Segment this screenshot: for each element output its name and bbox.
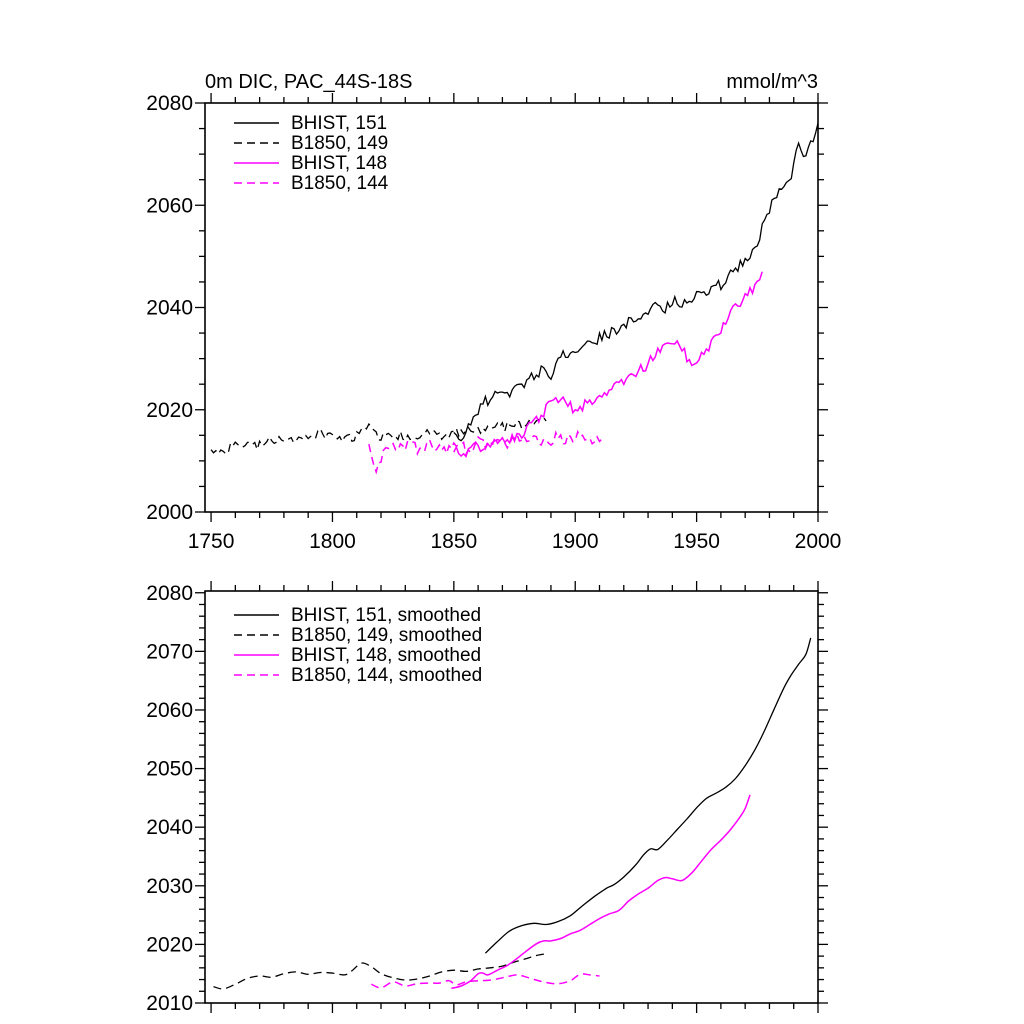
legend-label-3: B1850, 144, smoothed bbox=[291, 665, 482, 686]
series-line-0 bbox=[453, 122, 819, 442]
legend-label-2: BHIST, 148 bbox=[291, 153, 387, 174]
x-tick-label: 1900 bbox=[552, 530, 599, 553]
y-tick-label: 2080 bbox=[146, 582, 193, 605]
x-tick-label: 1850 bbox=[430, 530, 477, 553]
legend-label-0: BHIST, 151, smoothed bbox=[291, 605, 481, 626]
series-line-2 bbox=[451, 794, 751, 990]
series-line-1 bbox=[213, 953, 547, 990]
y-tick-label: 2060 bbox=[146, 699, 193, 722]
y-tick-label: 2040 bbox=[146, 816, 193, 839]
x-tick-label: 1800 bbox=[309, 530, 356, 553]
legend-label-1: B1850, 149, smoothed bbox=[291, 625, 482, 646]
y-tick-label: 2010 bbox=[146, 992, 193, 1015]
plot-frame bbox=[204, 590, 819, 1004]
y-tick-label: 2030 bbox=[146, 875, 193, 898]
y-tick-label: 2070 bbox=[146, 640, 193, 663]
top-chart: 0m DIC, PAC_44S-18S mmol/m^3 1750 1800 185… bbox=[146, 71, 841, 553]
unit-label: mmol/m^3 bbox=[726, 71, 818, 93]
y-tick-label: 2040 bbox=[146, 297, 193, 320]
series-line-3 bbox=[370, 973, 600, 989]
x-tick-label: 1950 bbox=[673, 530, 720, 553]
y-tick-label: 2000 bbox=[146, 501, 193, 524]
series-line-1 bbox=[210, 416, 547, 455]
y-tick-label: 2050 bbox=[146, 758, 193, 781]
y-tick-label: 2020 bbox=[146, 933, 193, 956]
series-line-3 bbox=[368, 429, 605, 475]
legend-label-3: B1850, 144 bbox=[291, 173, 389, 194]
bottom-chart: 2010 2020 2030 2040 2050 2060 2070 2080 BHIST, 1… bbox=[146, 581, 828, 1015]
y-tick-label: 2020 bbox=[146, 399, 193, 422]
x-tick-label: 1750 bbox=[188, 530, 235, 553]
legend-label-0: BHIST, 151 bbox=[291, 113, 387, 134]
legend-label-1: B1850, 149 bbox=[291, 133, 388, 154]
series-line-0 bbox=[484, 637, 812, 954]
y-tick-label: 2080 bbox=[146, 92, 193, 115]
chart-title: 0m DIC, PAC_44S-18S bbox=[205, 71, 413, 93]
y-tick-label: 2060 bbox=[146, 194, 193, 217]
x-tick-label: 2000 bbox=[795, 530, 842, 553]
legend-label-2: BHIST, 148, smoothed bbox=[291, 645, 481, 666]
series-line-2 bbox=[453, 271, 763, 458]
